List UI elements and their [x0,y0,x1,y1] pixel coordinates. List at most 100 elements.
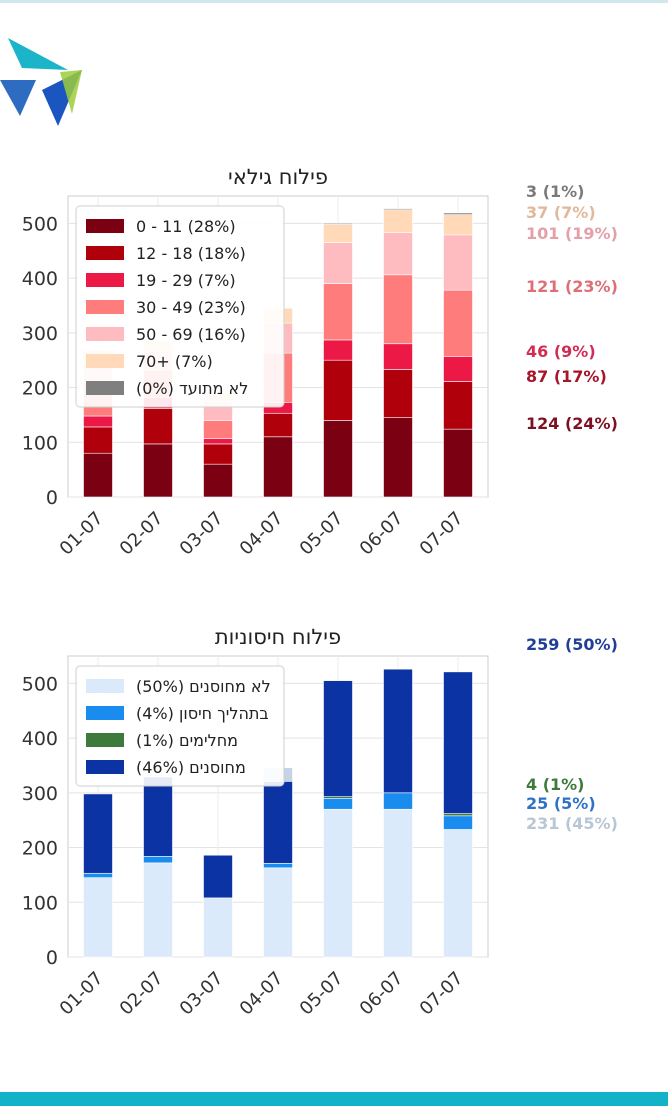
x-tick-label: 06-07 [356,508,408,560]
legend-label: 19 - 29 (7%) [136,271,236,290]
chart-title: פילוח גילאי [228,165,328,189]
legend-swatch [86,679,124,693]
x-tick-label: 05-07 [296,968,348,1020]
legend-label: מחלימים (1%) [136,731,238,750]
bar-segment [383,209,413,233]
bar-segment [83,415,113,428]
legend-swatch [86,327,124,341]
bar-segment [83,452,113,498]
bar-segment [83,426,113,454]
legend-label: בתהליך חיסון (4%) [136,704,269,723]
bar-segment [443,815,473,830]
bar-segment [443,813,473,817]
bar-segment [323,339,353,361]
bar-segment [203,420,233,439]
y-tick-label: 400 [22,728,58,750]
bar-segment [203,463,233,498]
bar-segment [263,781,293,864]
bar-segment [263,412,293,438]
age-distribution-chart: 0 100 200 300 400 500 01-07 02-07 03-07 04-07 05-0… [22,165,489,560]
bottom-bar [0,1092,668,1106]
legend-label: לא מחוסנים (50%) [136,677,271,696]
x-tick-label: 01-07 [56,508,108,560]
bar-segment [443,428,473,498]
bar-segment [203,438,233,445]
legend-swatch [86,273,124,287]
legend-box [75,205,285,408]
x-tick-label: 04-07 [236,508,288,560]
bar-segment [263,863,293,869]
bar-segment [143,856,173,864]
x-tick-label: 04-07 [236,968,288,1020]
legend-label: לא מתועד (0%) [136,379,248,398]
bar-segment [383,208,413,210]
x-tick-label: 01-07 [56,968,108,1020]
chart-title: פילוח חיסוניות [215,625,341,649]
bar-segment [443,234,473,291]
y-tick-label: 300 [22,323,58,345]
bar-segment [383,668,413,794]
bar-segment [323,283,353,341]
legend-swatch [86,354,124,368]
bar-segment [323,420,353,498]
bar-segment [443,356,473,382]
bar-segment [83,877,113,958]
bar-segment [143,776,173,857]
bar-segment [383,808,413,958]
bar-segment [323,797,353,810]
y-tick-label: 400 [22,268,58,290]
legend-swatch [86,300,124,314]
x-tick-label: 03-07 [176,968,228,1020]
bar-segment [323,224,353,243]
legend-label: 0 - 11 (28%) [136,217,236,236]
x-tick-label: 02-07 [116,968,168,1020]
y-tick-label: 300 [22,783,58,805]
y-tick-label: 500 [22,213,58,235]
bar-segment [83,793,113,874]
legend-label: 30 - 49 (23%) [136,298,246,317]
bar-segment [443,214,473,236]
bar-segment [383,417,413,498]
legend-swatch [86,760,124,774]
bar-segment [323,223,353,225]
legend-swatch [86,733,124,747]
legend-swatch [86,706,124,720]
legend-label: מחוסנים (46%) [136,758,246,777]
y-tick-label: 500 [22,673,58,695]
bar-segment [263,436,293,498]
legend-label: 50 - 69 (16%) [136,325,246,344]
y-tick-label: 200 [22,378,58,400]
x-tick-label: 06-07 [356,968,408,1020]
bar-segment [143,443,173,498]
bar-segment [383,369,413,418]
bar-segment [323,680,353,797]
app-logo [0,38,82,126]
legend-label: 70+ (7%) [136,352,213,371]
x-tick-label: 02-07 [116,508,168,560]
legend-label: 12 - 18 (18%) [136,244,246,263]
y-tick-label: 200 [22,838,58,860]
legend-swatch [86,219,124,233]
bar-segment [203,897,233,958]
legend-box [75,665,285,787]
bar-segment [443,289,473,357]
bar-segment [383,232,413,276]
y-tick-label: 0 [46,947,58,969]
bar-segment [383,274,413,345]
y-tick-label: 100 [22,892,58,914]
top-divider [0,0,668,3]
bar-segment [323,242,353,284]
legend-swatch [86,381,124,395]
y-tick-label: 0 [46,487,58,509]
bar-segment [443,829,473,958]
vaccination-distribution-chart: 0 100 200 300 400 500 01-07 02-07 03-07 04-07 05-0… [22,625,489,1020]
x-tick-label: 03-07 [176,508,228,560]
bar-segment [383,343,413,370]
y-tick-label: 100 [22,432,58,454]
bar-segment [203,854,233,899]
bar-segment [143,408,173,445]
bar-segment [443,381,473,430]
x-tick-label: 07-07 [416,508,468,560]
x-tick-label: 07-07 [416,968,468,1020]
bar-segment [383,792,413,810]
